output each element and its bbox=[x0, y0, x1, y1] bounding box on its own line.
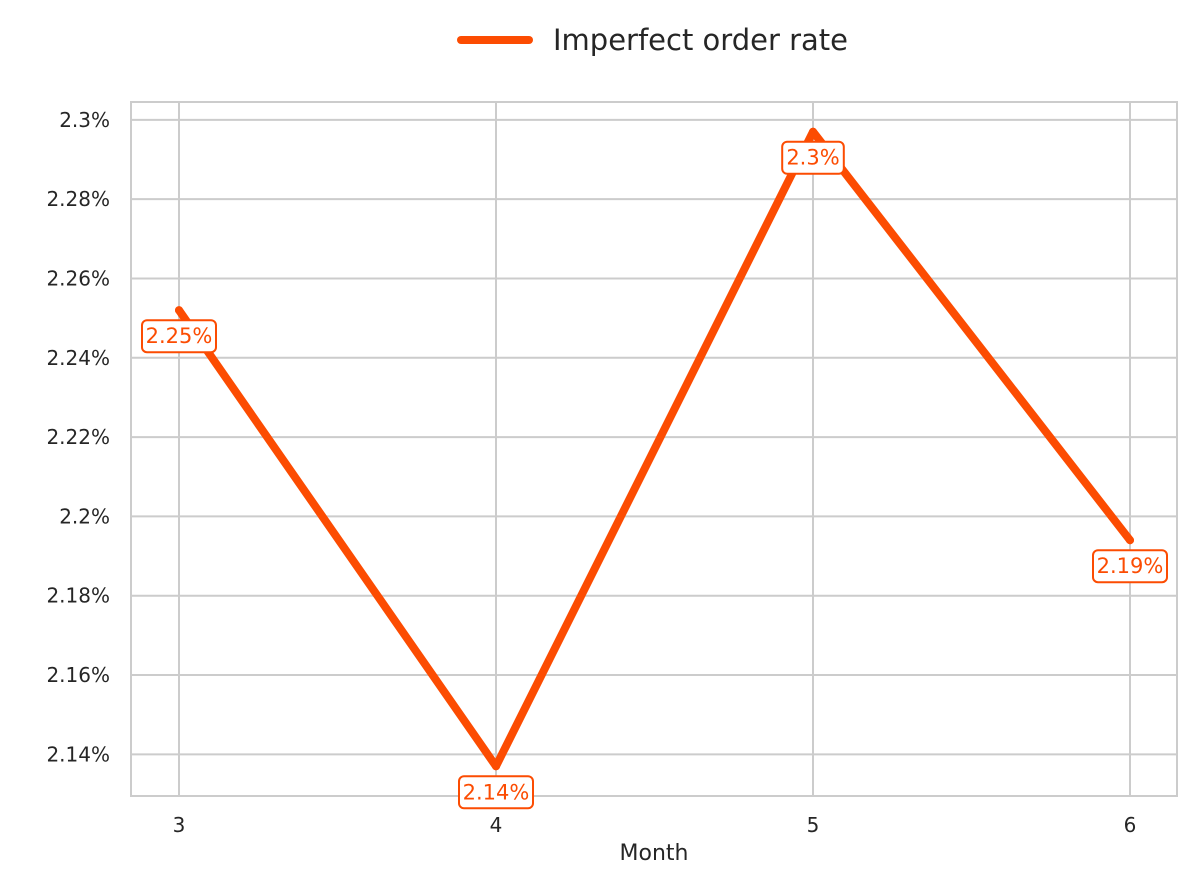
x-tick-label: 3 bbox=[173, 813, 186, 837]
x-tick-label: 5 bbox=[807, 813, 820, 837]
y-tick-label: 2.22% bbox=[46, 425, 110, 449]
data-label: 2.25% bbox=[141, 319, 217, 354]
y-tick-label: 2.3% bbox=[59, 108, 110, 132]
x-tick-label: 6 bbox=[1124, 813, 1137, 837]
series-line-imperfect-order-rate bbox=[175, 127, 1134, 771]
axis-ticks: 3 4 5 6 2.14% 2.16% 2.18% 2.2% 2.22% 2.24% 2.26% 2.… bbox=[46, 108, 1136, 837]
y-tick-label: 2.2% bbox=[59, 504, 110, 528]
data-label-text: 2.14% bbox=[463, 780, 530, 804]
data-label: 2.3% bbox=[781, 140, 845, 175]
data-label-text: 2.25% bbox=[146, 324, 213, 348]
y-tick-label: 2.18% bbox=[46, 584, 110, 608]
grid-lines bbox=[131, 102, 1177, 796]
data-point bbox=[809, 127, 817, 136]
y-tick-label: 2.16% bbox=[46, 663, 110, 687]
data-label-text: 2.3% bbox=[786, 146, 839, 170]
data-label-box bbox=[458, 775, 534, 810]
legend-label-imperfect-order-rate: Imperfect order rate bbox=[553, 23, 848, 57]
y-tick-label: 2.14% bbox=[46, 742, 110, 766]
data-label-text: 2.19% bbox=[1097, 554, 1164, 578]
data-point bbox=[1126, 536, 1134, 545]
data-label-box bbox=[1092, 549, 1168, 584]
legend: Imperfect order rate bbox=[457, 23, 848, 57]
y-tick-label: 2.26% bbox=[46, 266, 110, 290]
y-tick-label: 2.24% bbox=[46, 346, 110, 370]
data-label: 2.19% bbox=[1092, 549, 1168, 584]
data-point bbox=[175, 306, 183, 315]
x-tick-label: 4 bbox=[490, 813, 503, 837]
data-labels: 2.25% 2.14% 2.3% 2.19% bbox=[141, 140, 1168, 810]
x-axis-title: Month bbox=[620, 841, 689, 866]
plot-frame bbox=[130, 101, 1178, 797]
data-label-box bbox=[781, 140, 845, 175]
data-label-box bbox=[141, 319, 217, 354]
data-point bbox=[492, 762, 500, 771]
data-label: 2.14% bbox=[458, 775, 534, 810]
y-tick-label: 2.28% bbox=[46, 187, 110, 211]
series-layer bbox=[175, 127, 1134, 771]
